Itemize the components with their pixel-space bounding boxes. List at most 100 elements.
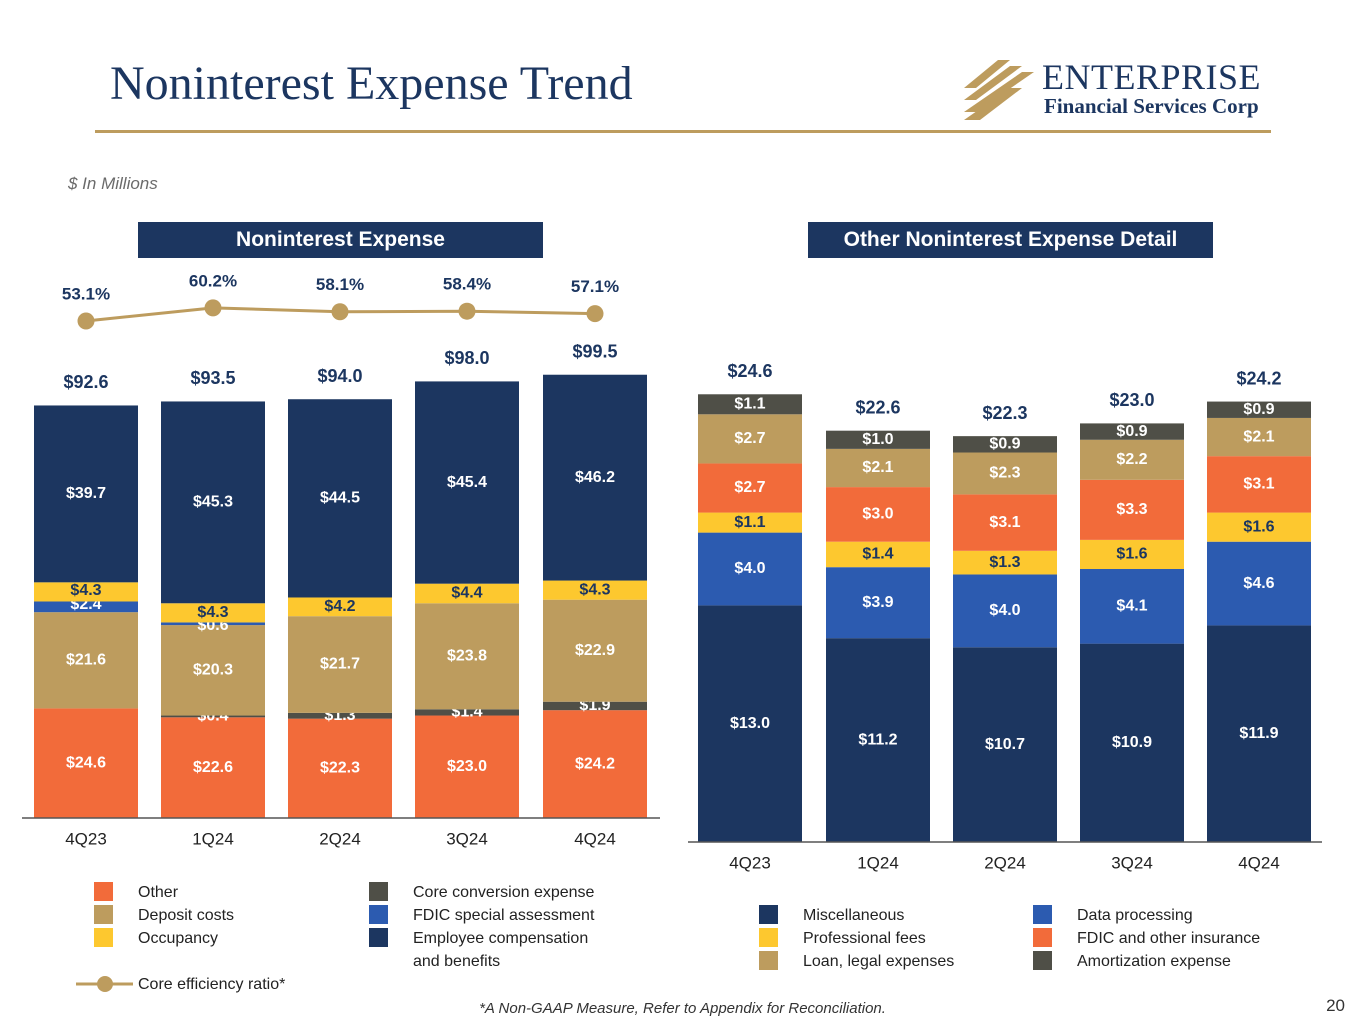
total-label: $22.3 (982, 403, 1027, 423)
data-label: $0.9 (1116, 423, 1147, 440)
logo-subtitle: Financial Services Corp (1044, 94, 1259, 118)
legend-swatch (759, 951, 778, 970)
footnote: *A Non-GAAP Measure, Refer to Appendix f… (479, 1000, 886, 1017)
x-tick-label: 4Q24 (1238, 853, 1280, 872)
data-label: $10.7 (985, 736, 1025, 753)
x-tick-label: 2Q24 (319, 829, 361, 848)
efficiency-ratio-point (458, 302, 476, 320)
bar-segment (1207, 625, 1311, 842)
bar-segment (161, 603, 265, 623)
efficiency-ratio-label: 58.4% (443, 275, 491, 294)
total-label: $98.0 (444, 348, 489, 368)
bar-segment (288, 616, 392, 713)
data-label: $3.3 (1116, 501, 1147, 518)
legend-label: Deposit costs (138, 907, 235, 924)
legend-swatch (369, 928, 388, 947)
chart-title-other-detail: Other Noninterest Expense Detail (808, 222, 1213, 258)
legend-swatch (1033, 928, 1052, 947)
data-label: $1.6 (1243, 518, 1274, 535)
legend-swatch (369, 905, 388, 924)
bar-segment (826, 448, 930, 488)
bar-segment (543, 374, 647, 581)
bar-segment (161, 625, 265, 716)
data-label: $0.9 (1243, 401, 1274, 418)
bar-segment (826, 567, 930, 639)
total-label: $24.2 (1236, 368, 1281, 388)
legend-swatch (94, 928, 113, 947)
legend-swatch (94, 882, 113, 901)
bar-segment (1207, 512, 1311, 542)
data-label: $4.6 (1243, 575, 1274, 592)
data-label: $3.1 (989, 514, 1020, 531)
bar-segment (543, 599, 647, 702)
bar-segment (953, 452, 1057, 495)
legend-swatch (369, 882, 388, 901)
chart-title-noninterest-expense: Noninterest Expense (138, 222, 543, 258)
bar-segment (698, 394, 802, 415)
total-label: $99.5 (572, 341, 617, 361)
bar-segment (543, 580, 647, 600)
bar-segment (161, 622, 265, 626)
data-label: $46.2 (575, 469, 615, 486)
data-label: $24.6 (66, 754, 106, 771)
logo-name: ENTERPRISE (1042, 57, 1262, 97)
data-label: $24.2 (575, 755, 615, 772)
data-label: $4.3 (579, 581, 610, 598)
bar-segment (415, 583, 519, 604)
data-label: $23.8 (447, 648, 487, 665)
efficiency-ratio-point (77, 312, 95, 330)
legend-label: Data processing (1077, 907, 1193, 924)
data-label: $44.5 (320, 490, 360, 507)
total-label: $94.0 (317, 366, 362, 386)
title-divider (95, 130, 1271, 133)
data-label: $45.3 (193, 494, 233, 511)
data-label: $20.3 (193, 662, 233, 679)
bar-segment (34, 612, 138, 709)
data-label: $22.6 (193, 759, 233, 776)
bar-segment (1080, 479, 1184, 540)
bar-segment (34, 601, 138, 613)
data-label: $4.4 (451, 585, 482, 602)
total-label: $92.6 (63, 372, 108, 392)
legend-label: FDIC special assessment (413, 907, 595, 924)
efficiency-ratio-label: 60.2% (189, 271, 237, 290)
data-label: $3.0 (862, 506, 893, 523)
efficiency-ratio-label: 57.1% (571, 277, 619, 296)
data-label: $21.7 (320, 656, 360, 673)
legend-label: Other (138, 884, 179, 901)
units-label: $ In Millions (68, 174, 158, 193)
data-label: $4.3 (197, 604, 228, 621)
bar-segment (543, 701, 647, 711)
bar-segment (953, 436, 1057, 453)
bar-segment (953, 647, 1057, 842)
data-label: $3.1 (1243, 476, 1274, 493)
data-label: $21.6 (66, 652, 106, 669)
x-tick-label: 3Q24 (446, 829, 488, 848)
legend-swatch (94, 905, 113, 924)
data-label: $23.0 (447, 758, 487, 775)
bar-segment (415, 381, 519, 584)
bar-segment (1207, 417, 1311, 457)
legend-label: Core conversion expense (413, 884, 595, 901)
efficiency-ratio-point (204, 299, 222, 317)
legend-label: Professional fees (803, 930, 926, 947)
page-title: Noninterest Expense Trend (110, 57, 633, 110)
other-expense-detail-chart: $13.0 $4.0 $1.1 $2.7 $2.7 $1.1 $24.6 4Q23 $11.2 $… (688, 361, 1322, 872)
data-label: $1.3 (989, 554, 1020, 571)
legend-label: and benefits (413, 953, 501, 970)
data-label: $4.3 (70, 582, 101, 599)
legend-line-marker (76, 976, 133, 992)
data-label: $1.1 (734, 514, 765, 531)
total-label: $23.0 (1109, 390, 1154, 410)
left-legend: Other Deposit costs Occupancy Core conve… (76, 882, 595, 993)
data-label: $2.7 (734, 479, 765, 496)
bar-segment (288, 718, 392, 818)
page-number: 20 (1326, 996, 1345, 1015)
data-label: $4.0 (989, 602, 1020, 619)
efficiency-ratio-label: 53.1% (62, 284, 110, 303)
data-label: $2.2 (1116, 451, 1147, 468)
bar-segment (288, 712, 392, 719)
legend-swatch (759, 905, 778, 924)
bar-segment (826, 487, 930, 542)
bar-segment (161, 715, 265, 718)
